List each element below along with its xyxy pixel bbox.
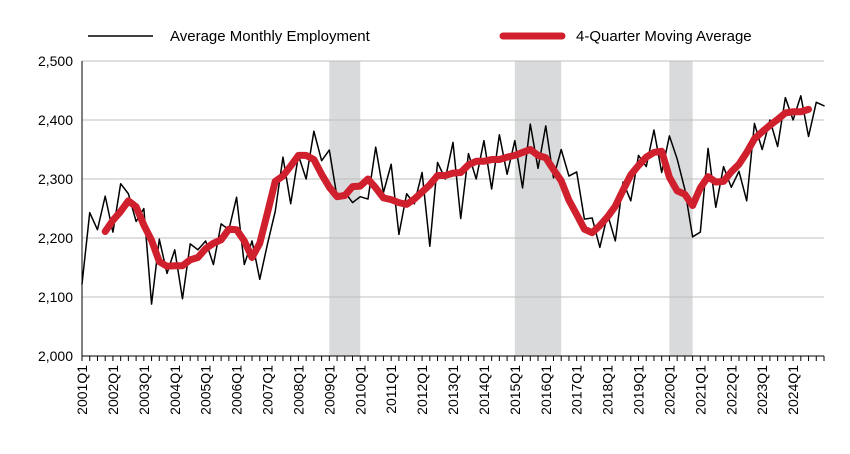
x-tick-label: 2003Q1: [136, 365, 152, 415]
x-tick-label: 2008Q1: [290, 365, 306, 415]
legend-label-monthly: Average Monthly Employment: [170, 28, 371, 45]
recession-band-2: [669, 61, 693, 356]
recession-shading: [329, 61, 693, 356]
recession-band-1: [514, 61, 562, 356]
x-tick-label: 2005Q1: [198, 365, 214, 415]
x-tick-label: 2017Q1: [569, 365, 585, 415]
legend-label-moving-average: 4-Quarter Moving Average: [576, 28, 752, 45]
y-tick-label: 2,000: [38, 348, 73, 364]
x-tick-label: 2021Q1: [692, 365, 708, 415]
gridlines: [82, 60, 824, 298]
y-tick-label: 2,200: [38, 230, 73, 246]
x-tick-label: 2009Q1: [321, 365, 337, 415]
x-tick-label: 2016Q1: [538, 365, 554, 415]
x-tick-label: 2019Q1: [631, 365, 647, 415]
x-tick-label: 2012Q1: [414, 365, 430, 415]
x-tick-label: 2004Q1: [167, 365, 183, 415]
x-tick-label: 2010Q1: [352, 365, 368, 415]
series-monthly-line: [81, 95, 825, 305]
series: [81, 95, 825, 305]
recession-band-0: [329, 61, 361, 356]
x-tick-label: 2024Q1: [785, 365, 801, 415]
x-tick-label: 2013Q1: [445, 365, 461, 415]
x-tick-label: 2022Q1: [723, 365, 739, 415]
x-tick-label: 2023Q1: [754, 365, 770, 415]
x-tick-label: 2015Q1: [507, 365, 523, 415]
y-tick-label: 2,100: [38, 289, 73, 305]
x-tick-label: 2014Q1: [476, 365, 492, 415]
y-tick-labels: 2,000 2,100 2,200 2,300 2,400 2,500: [38, 53, 73, 364]
axes: [81, 61, 825, 361]
x-tick-label: 2020Q1: [661, 365, 677, 415]
y-tick-label: 2,300: [38, 171, 73, 187]
x-tick-label: 2001Q1: [74, 365, 90, 415]
x-tick-label: 2002Q1: [105, 365, 121, 415]
x-tick-labels: 2001Q1 2002Q1 2003Q1 2004Q1 2005Q1 2006Q1 2007…: [74, 365, 801, 415]
x-tick-label: 2018Q1: [600, 365, 616, 415]
series-moving-average-line: [101, 105, 813, 270]
x-tick-label: 2011Q1: [383, 365, 399, 414]
y-tick-label: 2,400: [38, 112, 73, 128]
x-tick-label: 2007Q1: [260, 365, 276, 415]
y-tick-label: 2,500: [38, 53, 73, 69]
x-tick-label: 2006Q1: [229, 365, 245, 415]
legend: Average Monthly Employment 4-Quarter Mov…: [88, 28, 752, 45]
